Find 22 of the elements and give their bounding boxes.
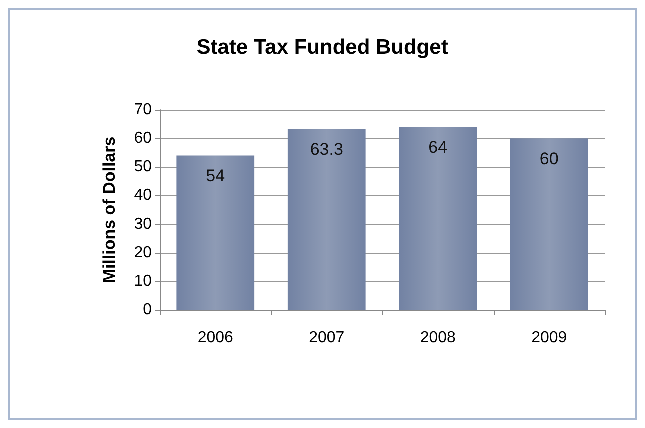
data-label: 64 [428, 138, 448, 158]
data-label: 54 [206, 166, 226, 186]
bar [288, 129, 366, 310]
x-tick-label: 2006 [198, 330, 234, 346]
y-tick-label: 30 [134, 216, 152, 233]
y-tick-label: 40 [134, 187, 152, 204]
bar [510, 138, 588, 310]
y-tick-label: 20 [134, 244, 152, 262]
bar [399, 127, 478, 310]
y-tick-label: 50 [134, 158, 152, 176]
y-axis-title: Millions of Dollars [100, 136, 119, 284]
y-tick-label: 10 [134, 272, 152, 290]
x-tick-label: 2009 [532, 330, 568, 346]
x-tick-label: 2007 [309, 330, 345, 346]
chart-title: State Tax Funded Budget [196, 36, 448, 59]
y-tick-label: 70 [134, 102, 152, 118]
x-tick-label: 2008 [420, 330, 456, 346]
y-tick-label: 60 [134, 130, 152, 148]
data-label: 63.3 [310, 140, 344, 160]
bar [176, 156, 255, 310]
data-label: 60 [540, 150, 559, 169]
y-tick-label: 0 [143, 302, 152, 318]
